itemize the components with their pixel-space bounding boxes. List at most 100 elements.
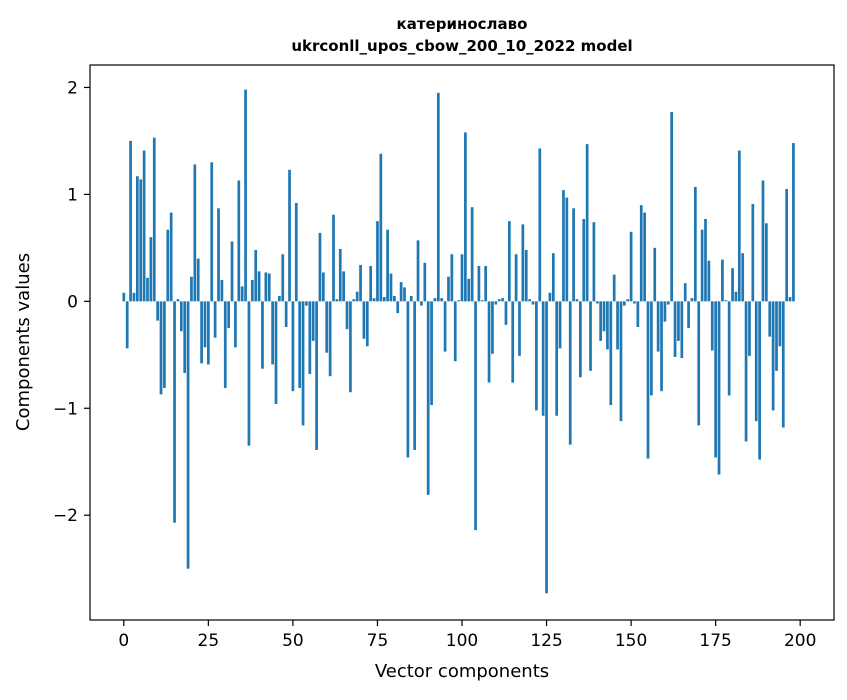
bar-186 [751, 204, 755, 302]
bar-90 [426, 301, 430, 495]
bar-63 [335, 299, 339, 302]
bar-165 [680, 301, 684, 359]
bar-50 [291, 301, 295, 392]
y-axis-ticks: −2 −1 0 1 2 [53, 78, 90, 526]
bar-67 [349, 301, 352, 393]
bar-27 [213, 301, 217, 338]
bar-88 [420, 301, 423, 306]
bar-198 [792, 143, 795, 302]
x-tick-label-100: 100 [446, 631, 478, 651]
bar-81 [396, 301, 400, 314]
bar-16 [176, 299, 180, 302]
bar-178 [724, 300, 728, 302]
bar-145 [612, 274, 616, 302]
bar-160 [663, 301, 667, 322]
bar-134 [575, 299, 579, 302]
bar-188 [758, 301, 761, 460]
bar-176 [717, 301, 721, 475]
bar-128 [555, 301, 559, 416]
bar-166 [683, 283, 687, 302]
bar-180 [731, 268, 734, 302]
bar-100 [460, 254, 464, 302]
bar-169 [693, 186, 697, 302]
bar-23 [200, 301, 203, 364]
bar-26 [210, 162, 214, 302]
bar-76 [379, 153, 383, 302]
bar-142 [602, 301, 606, 332]
bar-151 [633, 301, 636, 304]
bar-22 [196, 258, 200, 302]
bar-168 [690, 298, 694, 302]
bar-132 [568, 301, 572, 445]
bar-140 [595, 301, 599, 304]
bar-184 [744, 301, 748, 442]
bar-121 [531, 301, 535, 305]
bar-123 [538, 148, 542, 302]
bar-69 [355, 291, 359, 302]
bar-103 [470, 207, 474, 302]
bar-43 [267, 273, 271, 302]
bar-150 [629, 231, 633, 302]
bar-42 [264, 272, 268, 302]
bar-51 [294, 202, 298, 302]
bar-172 [704, 218, 707, 302]
y-tick-label-0: 0 [67, 292, 78, 312]
bar-94 [440, 298, 444, 302]
x-tick-label-150: 150 [615, 631, 647, 651]
bar-66 [345, 301, 349, 330]
bar-109 [491, 301, 494, 354]
bar-133 [572, 208, 575, 302]
bar-163 [673, 301, 677, 357]
bar-40 [257, 271, 261, 302]
bar-97 [450, 254, 454, 302]
bar-144 [609, 301, 613, 406]
x-tick-label-200: 200 [784, 631, 816, 651]
x-tick-label-50: 50 [282, 631, 304, 651]
bar-82 [399, 282, 403, 302]
bar-53 [301, 301, 305, 426]
y-tick-label--1: −1 [53, 399, 78, 419]
bar-83 [403, 287, 406, 302]
bar-36 [244, 89, 247, 302]
bar-28 [217, 208, 220, 302]
bar-156 [650, 301, 653, 396]
bar-141 [599, 301, 603, 341]
bar-112 [501, 298, 504, 302]
bar-99 [457, 300, 460, 302]
bar-143 [606, 301, 609, 350]
bar-182 [737, 150, 741, 302]
chart-subtitle: ukrconll_upos_cbow_200_10_2022 model [291, 37, 632, 55]
bar-61 [328, 301, 332, 377]
bar-91 [430, 301, 433, 406]
bars [122, 89, 795, 594]
bar-114 [507, 221, 511, 302]
bar-102 [467, 278, 471, 302]
x-axis-label: Vector components [375, 661, 549, 682]
bar-72 [365, 301, 369, 347]
bar-77 [382, 297, 386, 302]
bar-87 [416, 240, 420, 302]
bar-170 [697, 301, 701, 426]
bar-73 [369, 266, 373, 302]
bar-89 [423, 262, 427, 302]
bar-12 [163, 301, 166, 388]
bar-187 [754, 301, 758, 422]
bar-93 [436, 92, 440, 302]
bar-70 [359, 264, 362, 302]
bar-110 [494, 301, 498, 305]
bar-1 [125, 301, 129, 349]
bar-167 [687, 301, 690, 329]
bar-185 [748, 301, 751, 356]
bar-56 [311, 301, 315, 341]
x-tick-label-125: 125 [530, 631, 562, 651]
bar-11 [159, 301, 163, 395]
bar-107 [484, 266, 488, 302]
bar-194 [778, 301, 782, 347]
bar-137 [585, 144, 589, 302]
bar-117 [518, 301, 521, 356]
bar-158 [656, 301, 660, 352]
bar-179 [727, 301, 731, 396]
bar-157 [653, 247, 657, 302]
